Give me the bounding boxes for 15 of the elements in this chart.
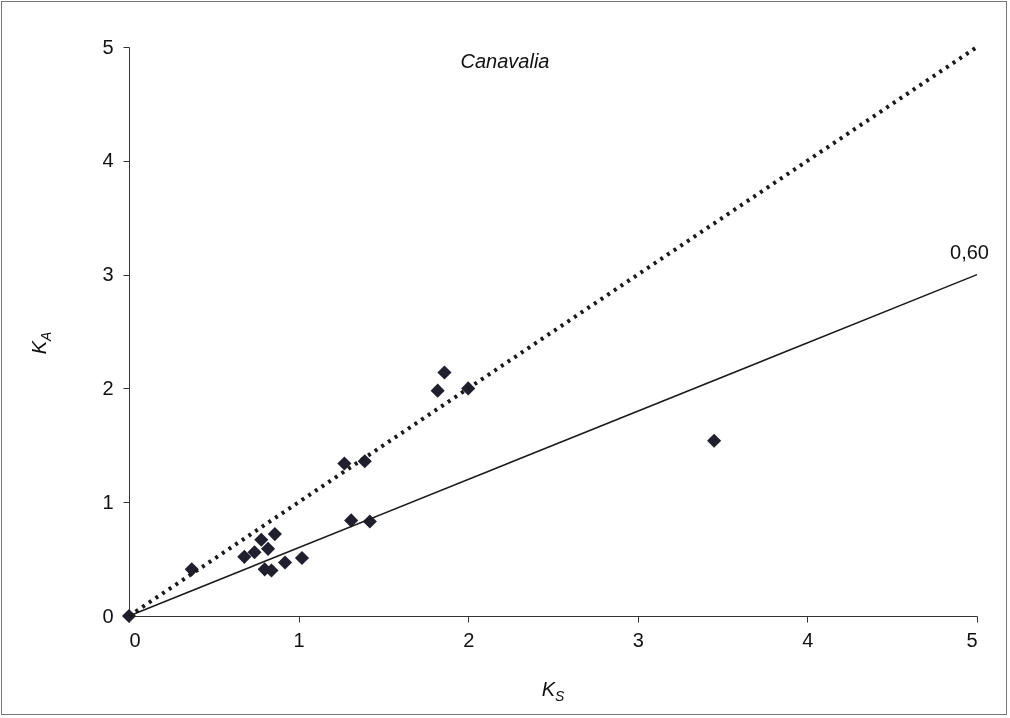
y-tick-label: 3	[102, 263, 114, 286]
x-axis-title: K$_{S}$	[541, 678, 565, 704]
x-tick-label: 5	[966, 628, 978, 651]
x-tick-label: 4	[802, 628, 814, 651]
x-tick-label: 2	[463, 628, 475, 651]
y-tick-label: 4	[102, 149, 114, 172]
y-tick-label: 0	[102, 604, 114, 627]
annotation: 0,60	[950, 240, 989, 263]
y-tick-label: 2	[102, 376, 114, 399]
y-tick-label: 1	[102, 490, 114, 513]
chart-title: Canavalia	[460, 50, 550, 72]
x-tick-label: 0	[129, 628, 141, 651]
x-tick-label: 3	[632, 628, 644, 651]
x-tick-label: 1	[293, 628, 305, 651]
y-tick-label: 5	[102, 35, 114, 58]
